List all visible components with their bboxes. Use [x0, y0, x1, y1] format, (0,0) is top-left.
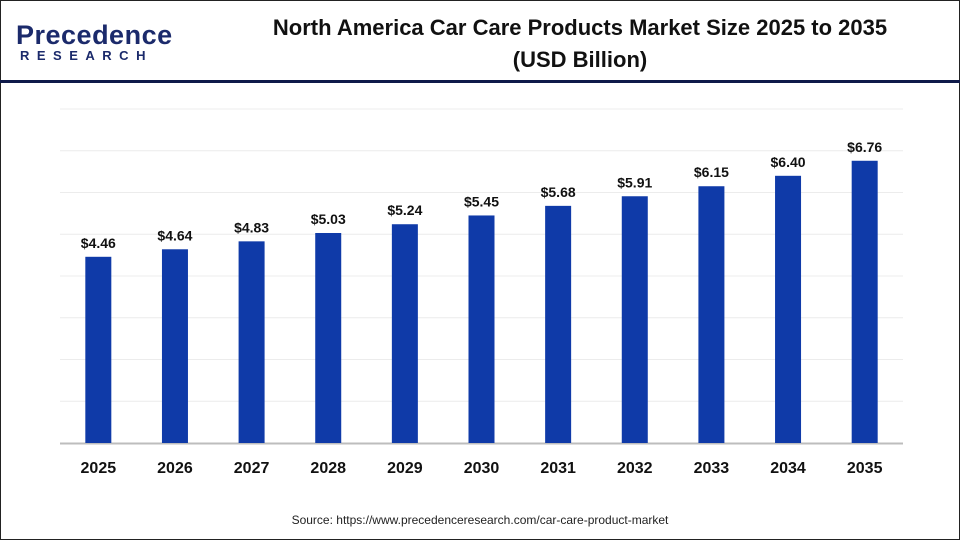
x-tick-label-2026: 2026	[157, 460, 193, 477]
x-tick-label-2033: 2033	[694, 460, 730, 477]
bar-2025	[85, 256, 112, 443]
logo-subtitle: RESEARCH	[20, 48, 153, 63]
chart-title-line1: North America Car Care Products Market S…	[272, 15, 888, 40]
data-label-2032: $5.91	[617, 174, 652, 190]
data-label-2035: $6.76	[847, 139, 882, 155]
data-label-2033: $6.15	[694, 164, 729, 180]
data-label-2027: $4.83	[234, 219, 269, 235]
chart-title-line2: (USD Billion)	[512, 47, 648, 72]
precedence-research-logo: Precedence RESEARCH	[16, 20, 173, 64]
bar-2027	[238, 241, 265, 443]
data-label-2034: $6.40	[771, 154, 806, 170]
data-label-2031: $5.68	[541, 184, 576, 200]
data-label-2025: $4.46	[81, 235, 116, 251]
x-tick-label-2030: 2030	[464, 460, 500, 477]
bar-2026	[161, 249, 188, 443]
x-tick-label-2029: 2029	[387, 460, 423, 477]
bar-2029	[391, 224, 418, 443]
data-label-2029: $5.24	[387, 202, 422, 218]
x-tick-label-2032: 2032	[617, 460, 653, 477]
source-note: Source: https://www.precedenceresearch.c…	[291, 513, 669, 527]
bar-2032	[621, 196, 648, 443]
bar-2028	[315, 232, 342, 443]
bar-2031	[545, 205, 572, 443]
x-tick-label-2027: 2027	[234, 460, 270, 477]
bar-2033	[698, 186, 725, 444]
header-divider	[0, 80, 960, 83]
logo-wordmark: Precedence	[16, 20, 173, 50]
bar-2035	[851, 160, 878, 443]
x-tick-label-2035: 2035	[847, 460, 883, 477]
x-tick-label-2025: 2025	[81, 460, 117, 477]
bar-2034	[775, 175, 802, 444]
x-tick-label-2031: 2031	[540, 460, 576, 477]
data-label-2026: $4.64	[157, 227, 192, 243]
data-label-2028: $5.03	[311, 211, 346, 227]
chart-title: North America Car Care Products Market S…	[200, 12, 960, 76]
x-tick-label-2034: 2034	[770, 460, 806, 477]
data-label-2030: $5.45	[464, 193, 499, 209]
x-tick-label-2028: 2028	[310, 460, 346, 477]
bar-2030	[468, 215, 495, 443]
